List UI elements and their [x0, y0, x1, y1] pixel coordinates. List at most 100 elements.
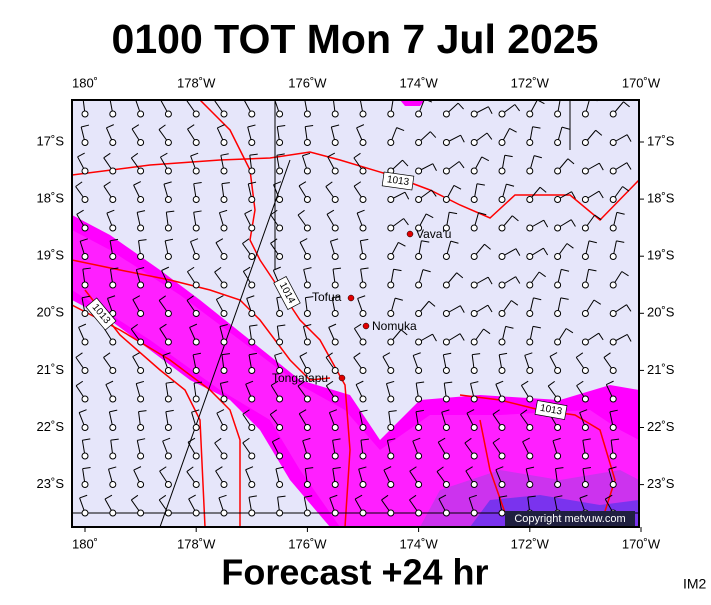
barb-feather	[79, 494, 88, 499]
barb-station	[359, 139, 367, 146]
barb-station	[81, 452, 89, 460]
barb-feather	[78, 323, 87, 328]
barb-feather	[215, 466, 223, 472]
barb-station	[248, 338, 256, 346]
rain-patch	[400, 100, 425, 106]
place-name: Tongatapu	[272, 371, 328, 385]
barb-feather	[616, 211, 625, 215]
barb-station	[387, 224, 395, 232]
barb-feather	[325, 352, 333, 358]
barb-station	[109, 367, 117, 374]
barb-station	[137, 481, 145, 488]
barb-feather	[217, 124, 225, 129]
barb-station	[442, 110, 450, 118]
barb-station	[581, 110, 589, 118]
barb-station	[442, 253, 450, 260]
barb-feather	[249, 153, 258, 156]
barb-feather	[299, 352, 308, 357]
barb-station	[137, 338, 145, 346]
barb-feather	[561, 126, 570, 130]
barb-station	[359, 310, 367, 317]
barb-feather	[329, 494, 338, 499]
barb-station	[387, 509, 395, 517]
barb-feather	[360, 267, 369, 270]
barb-station	[581, 452, 589, 460]
barb-station	[526, 139, 534, 146]
barb-station	[303, 481, 311, 488]
barb-feather	[511, 215, 519, 222]
barb-station	[526, 367, 534, 374]
barb-feather	[82, 466, 91, 470]
barb-feather	[163, 181, 172, 185]
barb-station	[192, 110, 200, 118]
barb-feather	[432, 163, 437, 172]
barb-feather	[409, 494, 417, 501]
barb-feather	[220, 381, 229, 384]
barb-feather	[360, 238, 369, 242]
barb-station	[554, 395, 562, 403]
barb-station	[220, 481, 228, 488]
lat-label-right: 21˚S	[647, 362, 675, 377]
barb-station	[303, 224, 311, 232]
barb-station	[498, 367, 506, 374]
barb-feather	[609, 409, 618, 413]
barb-station	[554, 481, 562, 488]
barb-feather	[298, 409, 307, 415]
barb-station	[581, 395, 589, 403]
barb-feather	[220, 153, 229, 156]
barb-station	[387, 338, 395, 346]
barb-station	[387, 367, 395, 374]
barb-station	[442, 281, 450, 289]
barb-station	[442, 167, 450, 175]
barb-feather	[81, 295, 90, 299]
barb-station	[109, 253, 117, 260]
barb-feather	[393, 268, 402, 272]
barb-feather	[456, 272, 464, 279]
barb-station	[554, 196, 562, 203]
barb-feather	[249, 324, 258, 327]
barb-feather	[560, 297, 569, 300]
barb-station	[442, 196, 450, 203]
barb-station	[137, 424, 145, 431]
barb-station	[164, 110, 172, 118]
barb-feather	[626, 304, 632, 312]
barb-feather	[360, 97, 368, 98]
barb-feather	[104, 494, 113, 500]
barb-feather	[248, 181, 257, 185]
barb-feather	[459, 333, 465, 341]
barb-station	[81, 310, 89, 317]
rain-band-inner	[72, 230, 639, 527]
barb-feather	[298, 181, 307, 187]
barb-feather	[412, 352, 421, 356]
barb-station	[498, 452, 506, 460]
barb-feather	[355, 380, 364, 386]
barb-station	[442, 139, 450, 146]
barb-station	[442, 424, 450, 431]
barb-feather	[487, 276, 493, 285]
barb-feather	[443, 352, 452, 356]
barb-feather	[191, 409, 200, 413]
barb-station	[415, 509, 423, 517]
barb-station	[609, 167, 617, 175]
barb-feather	[75, 181, 83, 187]
barb-station	[192, 253, 200, 260]
barb-station	[220, 167, 228, 175]
barb-station	[387, 424, 395, 431]
barb-station	[498, 167, 506, 175]
barb-feather	[449, 211, 458, 215]
barb-station	[81, 110, 89, 118]
barb-station	[81, 196, 89, 203]
barb-feather	[458, 161, 465, 169]
barb-feather	[626, 162, 632, 170]
barb-station	[303, 110, 311, 118]
barb-station	[387, 196, 395, 203]
barb-station	[220, 338, 228, 346]
barb-station	[415, 110, 423, 118]
barb-feather	[505, 325, 514, 329]
barb-feather	[158, 124, 166, 130]
isobar-label-box	[534, 400, 568, 420]
barb-station	[554, 367, 562, 374]
lon-label-bottom: 170˚W	[622, 536, 661, 551]
barb-station	[303, 338, 311, 346]
barb-feather	[398, 241, 406, 247]
